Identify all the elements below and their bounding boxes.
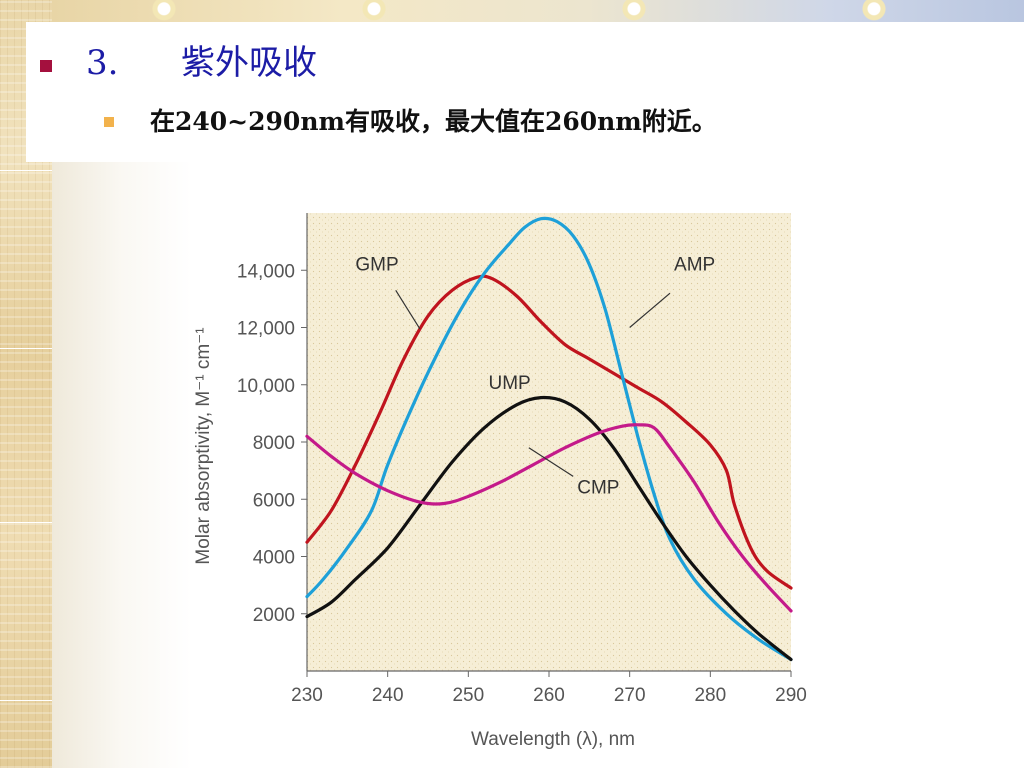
y-tick-label: 6000 bbox=[253, 490, 295, 511]
x-tick-label: 260 bbox=[533, 685, 565, 706]
strip-seam bbox=[0, 170, 52, 171]
y-tick-label: 10,000 bbox=[237, 376, 295, 397]
x-tick-label: 290 bbox=[775, 685, 807, 706]
strip-seam bbox=[0, 522, 52, 523]
flower-decoration bbox=[142, 0, 186, 22]
x-tick-label: 280 bbox=[694, 685, 726, 706]
x-tick-label: 250 bbox=[452, 685, 484, 706]
series-leader-lines bbox=[395, 289, 671, 477]
plot-area bbox=[307, 213, 791, 671]
secondary-bullet-icon bbox=[104, 117, 114, 127]
series-label-gmp: GMP bbox=[355, 254, 398, 275]
leader-cmp bbox=[528, 447, 574, 477]
y-tick-label: 2000 bbox=[253, 605, 295, 626]
tick-labels: 230 240 250 260 270 280 290 2000 4000 6000 8000 10,… bbox=[237, 261, 807, 706]
series-line-ump bbox=[305, 395, 793, 662]
bullet-text: 在240~290nm有吸收，最大值在260nm附近。 bbox=[150, 107, 717, 136]
x-tick-label: 270 bbox=[614, 685, 646, 706]
strip-seam bbox=[0, 348, 52, 349]
series-line-amp bbox=[305, 216, 793, 662]
y-tick-label: 8000 bbox=[253, 433, 295, 454]
series-lines bbox=[305, 216, 793, 662]
flower-decoration bbox=[352, 0, 396, 22]
background-fade bbox=[52, 160, 192, 768]
leader-gmp bbox=[395, 289, 421, 330]
series-line-cmp bbox=[305, 423, 793, 613]
heading-number: 3. bbox=[86, 43, 119, 83]
strip-seam bbox=[0, 700, 52, 701]
heading-text: 紫外吸收 bbox=[181, 43, 317, 83]
y-tick-label: 12,000 bbox=[237, 319, 295, 340]
x-axis-label: Wavelength (λ), nm bbox=[471, 729, 635, 750]
top-decorative-strip bbox=[52, 0, 1024, 22]
x-tick-label: 240 bbox=[372, 685, 404, 706]
y-axis-label: Molar absorptivity, M⁻¹ cm⁻¹ bbox=[193, 327, 214, 564]
y-tick-label: 4000 bbox=[253, 548, 295, 569]
flower-decoration bbox=[612, 0, 656, 22]
series-label-cmp: CMP bbox=[577, 478, 619, 499]
x-tick-label: 230 bbox=[291, 685, 323, 706]
primary-bullet-icon bbox=[40, 60, 52, 72]
series-labels: GMP AMP UMP CMP bbox=[355, 254, 715, 498]
y-tick-label: 14,000 bbox=[237, 261, 295, 282]
series-label-ump: UMP bbox=[489, 373, 531, 394]
series-label-amp: AMP bbox=[674, 254, 715, 275]
title-panel bbox=[26, 22, 1024, 162]
series-line-gmp bbox=[305, 274, 793, 590]
slide-heading: 3. 紫外吸收 bbox=[86, 38, 317, 88]
leader-amp bbox=[629, 292, 671, 328]
flower-decoration bbox=[852, 0, 896, 22]
